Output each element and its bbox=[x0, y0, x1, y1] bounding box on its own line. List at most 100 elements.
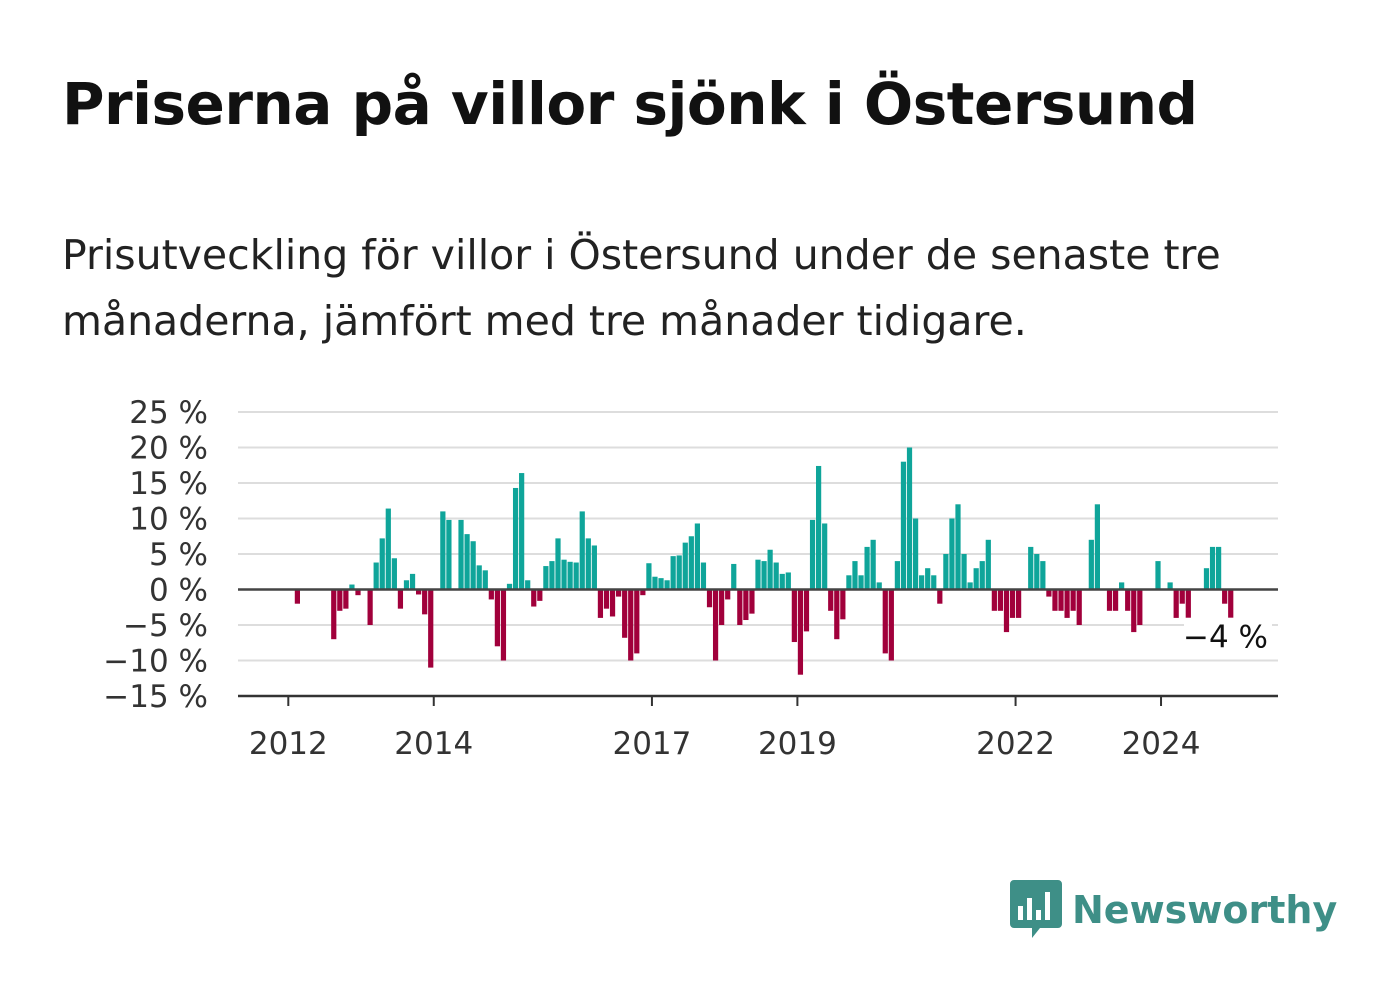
bar bbox=[846, 575, 852, 590]
bar bbox=[1016, 589, 1022, 618]
y-tick-label: 20 % bbox=[129, 431, 208, 467]
bar bbox=[537, 589, 543, 601]
bar bbox=[1070, 589, 1076, 611]
bar bbox=[525, 580, 531, 590]
bar bbox=[658, 578, 664, 590]
bar bbox=[906, 447, 913, 590]
bar bbox=[1046, 589, 1052, 597]
x-tick-label: 2022 bbox=[976, 726, 1055, 762]
bar bbox=[967, 582, 973, 590]
bar bbox=[1009, 589, 1016, 618]
bar bbox=[585, 538, 591, 590]
bar bbox=[664, 580, 670, 590]
bar bbox=[1076, 589, 1082, 625]
y-axis-labels: 25 %20 %15 %10 %5 %0 %−5 %−10 %−15 % bbox=[103, 395, 208, 715]
bar bbox=[519, 473, 525, 590]
bar bbox=[937, 589, 943, 604]
bar bbox=[852, 561, 858, 590]
bar bbox=[391, 558, 397, 590]
bar bbox=[379, 538, 385, 590]
bar bbox=[1064, 589, 1070, 618]
bar bbox=[779, 573, 785, 590]
bar bbox=[694, 523, 700, 590]
annotations: −4 % bbox=[1183, 617, 1272, 658]
bar bbox=[822, 523, 828, 590]
bar bbox=[1003, 589, 1010, 633]
bar bbox=[555, 538, 561, 590]
bar bbox=[506, 583, 513, 590]
bar bbox=[761, 561, 767, 590]
bar bbox=[1112, 589, 1119, 611]
bar bbox=[712, 589, 719, 661]
bar bbox=[609, 589, 616, 617]
bar bbox=[755, 559, 761, 590]
bar bbox=[440, 511, 446, 590]
x-axis-labels: 2012 2014 2017 2019 2022 2024 bbox=[249, 696, 1200, 762]
bar bbox=[1058, 589, 1064, 611]
bar bbox=[1173, 589, 1179, 618]
bar bbox=[834, 589, 840, 640]
bar bbox=[1052, 589, 1058, 611]
x-tick-label: 2014 bbox=[394, 726, 473, 762]
bar bbox=[343, 589, 349, 609]
bar bbox=[955, 504, 961, 590]
bar bbox=[870, 539, 876, 590]
y-tick-label: 25 % bbox=[129, 395, 208, 431]
bar bbox=[1088, 539, 1094, 590]
y-tick-label: 15 % bbox=[129, 466, 208, 502]
newsworthy-logo: Newsworthy bbox=[1010, 880, 1337, 940]
bar bbox=[385, 508, 391, 590]
bar bbox=[337, 589, 343, 611]
bar bbox=[397, 589, 404, 609]
bar bbox=[961, 554, 967, 590]
bar bbox=[531, 589, 537, 607]
axes bbox=[238, 588, 1278, 698]
bar bbox=[494, 589, 500, 647]
bar bbox=[797, 589, 804, 675]
bar bbox=[373, 562, 379, 590]
bar bbox=[622, 589, 628, 638]
bar bbox=[652, 576, 658, 590]
bar bbox=[900, 461, 907, 590]
bar bbox=[403, 580, 410, 590]
bar-chart-logo-icon bbox=[1010, 880, 1062, 938]
y-tick-label: 5 % bbox=[149, 537, 208, 573]
y-tick-label: 0 % bbox=[149, 573, 208, 609]
bar bbox=[1209, 546, 1216, 590]
bar bbox=[888, 589, 894, 661]
bar bbox=[767, 549, 773, 590]
bar bbox=[773, 562, 779, 590]
bar bbox=[1106, 589, 1113, 611]
bar bbox=[561, 559, 567, 590]
bar bbox=[579, 511, 585, 590]
x-tick-label: 2012 bbox=[249, 726, 328, 762]
bar bbox=[640, 589, 646, 596]
bar bbox=[816, 465, 822, 590]
bar bbox=[294, 589, 300, 604]
bar bbox=[409, 573, 416, 590]
bar bbox=[682, 542, 688, 590]
bar bbox=[949, 518, 955, 590]
bar bbox=[355, 589, 361, 596]
bar bbox=[628, 589, 634, 661]
bar bbox=[646, 563, 652, 590]
bar bbox=[500, 589, 507, 661]
bar bbox=[1028, 546, 1034, 590]
bar bbox=[688, 536, 694, 590]
bar bbox=[737, 589, 743, 625]
bar bbox=[973, 568, 979, 590]
bar bbox=[925, 568, 931, 590]
bar bbox=[597, 589, 604, 618]
bar bbox=[634, 589, 640, 654]
bar bbox=[785, 572, 791, 590]
bar bbox=[1228, 589, 1234, 618]
brand-name: Newsworthy bbox=[1072, 888, 1338, 932]
bar bbox=[1094, 504, 1100, 590]
bar bbox=[1203, 568, 1210, 590]
bar bbox=[943, 554, 949, 590]
page-subtitle: Prisutveckling för villor i Östersund un… bbox=[62, 231, 1221, 345]
bar bbox=[567, 561, 573, 590]
bar bbox=[1179, 589, 1185, 604]
bar bbox=[743, 589, 749, 621]
